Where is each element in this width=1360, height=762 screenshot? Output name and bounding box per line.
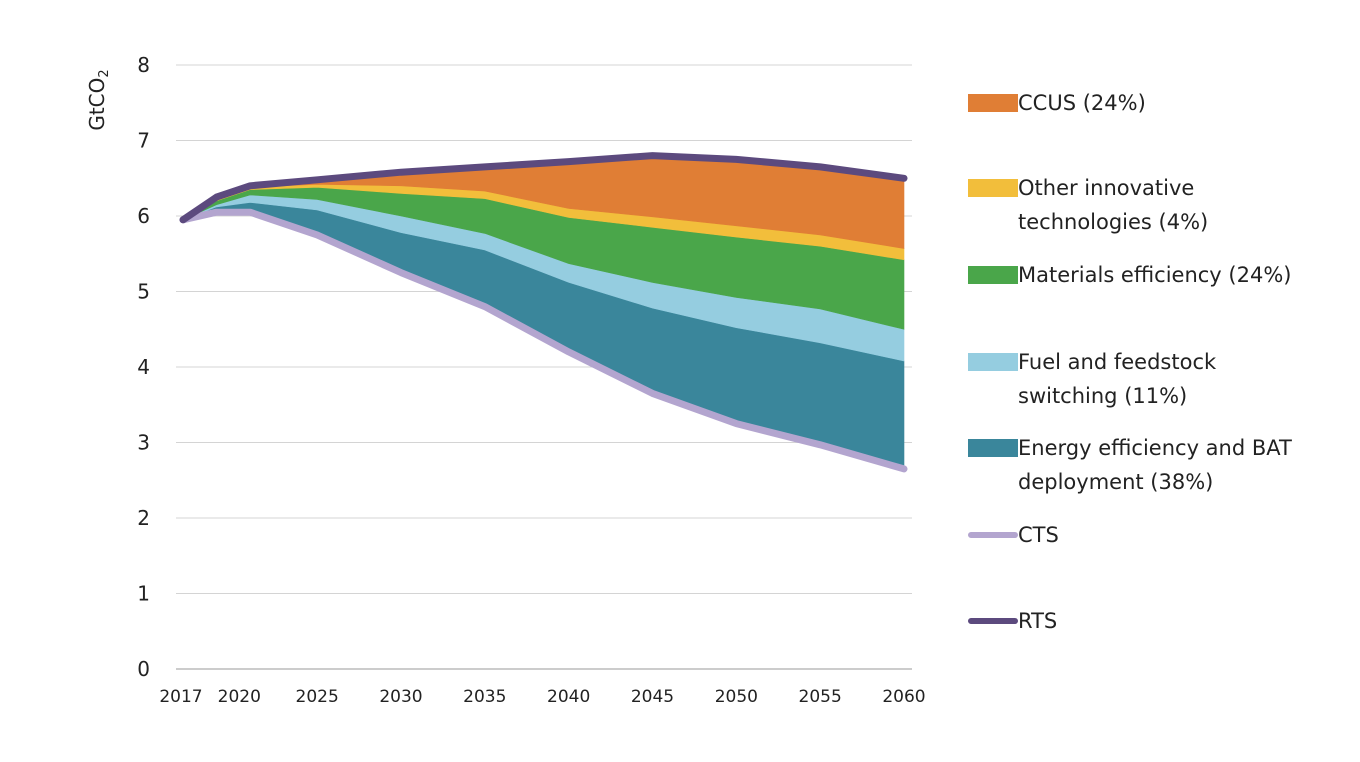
legend-label-ccus: CCUS (24%) [1018, 91, 1146, 115]
y-tick-label: 6 [137, 204, 150, 228]
legend-swatch-materials-efficiency [968, 266, 1018, 284]
legend: CCUS (24%) Other innovative technologies… [968, 0, 1358, 762]
legend-swatch-other-innovative [968, 179, 1018, 197]
x-tick-label: 2030 [379, 687, 422, 707]
legend-item-rts: RTS [968, 604, 1318, 638]
x-tick-label: 2040 [547, 687, 590, 707]
x-tick-label: 2017 [159, 687, 202, 707]
y-tick-label: 4 [137, 355, 150, 379]
y-axis-ticks: 0 1 2 3 4 5 6 7 8 [137, 53, 150, 681]
scenario-lines [179, 152, 908, 473]
legend-swatch-fuel-switching [968, 353, 1018, 371]
legend-item-materials-efficiency: Materials efficiency (24%) [968, 258, 1318, 292]
x-tick-label: 2055 [799, 687, 842, 707]
line-rts [179, 152, 908, 224]
legend-label-fuel-switching: Fuel and feedstock switching (11%) [1018, 350, 1217, 408]
legend-label-other-innovative: Other innovative technologies (4%) [1018, 176, 1209, 234]
wedge-areas [182, 155, 905, 470]
x-tick-label: 2045 [631, 687, 674, 707]
line-cts [179, 208, 908, 473]
x-tick-label: 2060 [882, 687, 925, 707]
x-tick-label: 2025 [296, 687, 339, 707]
y-tick-label: 3 [137, 431, 150, 455]
legend-line-cts [968, 532, 1018, 538]
legend-line-rts [968, 618, 1018, 624]
x-axis-ticks: 2017 2020 2025 2030 2035 2040 2045 2050 2055 2060 [159, 687, 925, 707]
legend-item-energy-efficiency: Energy efficiency and BAT deployment (38… [968, 431, 1318, 499]
legend-swatch-ccus [968, 94, 1018, 112]
legend-item-cts: CTS [968, 518, 1318, 552]
y-axis-label: GtCO2 [85, 69, 112, 130]
y-tick-label: 2 [137, 506, 150, 530]
legend-swatch-energy-efficiency [968, 439, 1018, 457]
x-tick-label: 2035 [463, 687, 506, 707]
y-tick-label: 7 [137, 129, 150, 153]
legend-label-energy-efficiency: Energy efficiency and BAT deployment (38… [1018, 436, 1292, 494]
legend-label-cts: CTS [1018, 523, 1059, 547]
x-tick-label: 2050 [715, 687, 758, 707]
x-tick-label: 2020 [218, 687, 261, 707]
legend-item-fuel-switching: Fuel and feedstock switching (11%) [968, 345, 1318, 413]
legend-item-ccus: CCUS (24%) [968, 86, 1318, 120]
legend-item-other-innovative: Other innovative technologies (4%) [968, 171, 1318, 239]
y-tick-label: 1 [137, 582, 150, 606]
legend-label-rts: RTS [1018, 609, 1058, 633]
y-tick-label: 8 [137, 53, 150, 77]
legend-label-materials-efficiency: Materials efficiency (24%) [1018, 263, 1292, 287]
y-tick-label: 5 [137, 280, 150, 304]
y-tick-label: 0 [137, 657, 150, 681]
